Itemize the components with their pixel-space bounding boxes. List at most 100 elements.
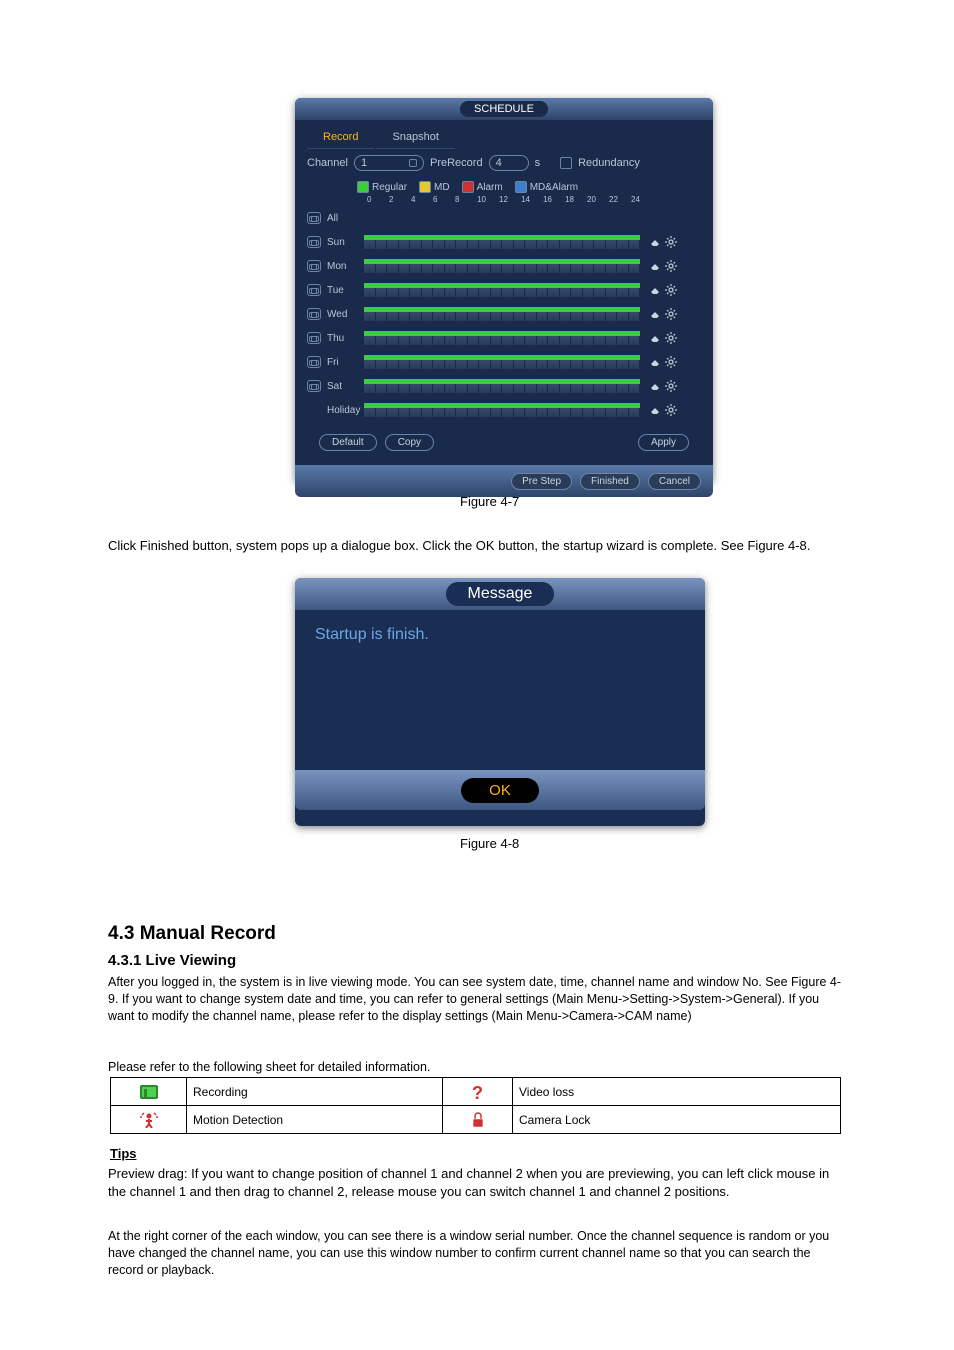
timeline-fill-regular	[364, 331, 640, 336]
timeline-track[interactable]	[363, 234, 641, 250]
default-button[interactable]: Default	[319, 434, 377, 451]
eraser-icon[interactable]	[649, 260, 661, 272]
hour-tick: 0	[367, 195, 389, 204]
hour-tick: 16	[543, 195, 565, 204]
section-para1: After you logged in, the system is in li…	[108, 974, 848, 1025]
table-cell-icon: ?	[443, 1078, 513, 1106]
md-checkbox[interactable]	[419, 181, 431, 193]
eraser-icon[interactable]	[649, 308, 661, 320]
day-row-fri: Fri	[307, 350, 701, 374]
tips-text: Preview drag: If you want to change posi…	[108, 1165, 848, 1201]
link-icon[interactable]	[307, 332, 321, 344]
prerecord-value: 4	[496, 157, 502, 169]
message-body: Startup is finish.	[295, 610, 705, 770]
link-icon[interactable]	[307, 212, 321, 224]
eraser-icon[interactable]	[649, 404, 661, 416]
day-row-wed: Wed	[307, 302, 701, 326]
timeline-fill-regular	[364, 403, 640, 408]
eraser-icon[interactable]	[649, 236, 661, 248]
figure-4-8-label: Figure 4-8	[460, 836, 519, 851]
hour-tick: 8	[455, 195, 477, 204]
regular-checkbox[interactable]	[357, 181, 369, 193]
subsection-heading: 4.3.1 Live Viewing	[108, 952, 236, 969]
lock-icon	[471, 1112, 485, 1128]
chevron-down-icon	[409, 159, 417, 167]
eraser-icon[interactable]	[649, 356, 661, 368]
timeline-track[interactable]	[363, 306, 641, 322]
eraser-icon[interactable]	[649, 284, 661, 296]
alarm-checkbox[interactable]	[462, 181, 474, 193]
note-line: Please refer to the following sheet for …	[108, 1060, 430, 1074]
gear-icon[interactable]	[665, 380, 677, 392]
table-cell-icon	[111, 1078, 187, 1106]
hour-tick: 12	[499, 195, 521, 204]
timeline-track[interactable]	[363, 354, 641, 370]
link-icon[interactable]	[307, 236, 321, 248]
timeline-track[interactable]	[363, 378, 641, 394]
timeline-track[interactable]	[363, 330, 641, 346]
link-icon[interactable]	[307, 260, 321, 272]
legend-mdalarm: MD&Alarm	[530, 182, 578, 193]
timeline-fill-regular	[364, 235, 640, 240]
hours-row: 024681012141618202224	[367, 195, 701, 204]
table-cell-meaning: Recording	[187, 1078, 443, 1106]
timeline-track[interactable]	[363, 258, 641, 274]
message-dialog: Message Startup is finish. OK	[295, 578, 705, 826]
prerecord-input[interactable]: 4	[489, 155, 529, 171]
link-icon[interactable]	[307, 356, 321, 368]
timeline-fill-regular	[364, 379, 640, 384]
link-icon[interactable]	[307, 284, 321, 296]
redundancy-label: Redundancy	[578, 157, 640, 169]
table-cell-icon	[111, 1106, 187, 1134]
mdalarm-checkbox[interactable]	[515, 181, 527, 193]
section-para2: At the right corner of the each window, …	[108, 1228, 848, 1279]
day-label: All	[327, 213, 363, 224]
tab-snapshot[interactable]: Snapshot	[376, 128, 454, 149]
ok-button[interactable]: OK	[461, 778, 539, 803]
prerecord-unit: s	[535, 157, 541, 169]
table-cell-icon	[443, 1106, 513, 1134]
config-row: Channel 1 PreRecord 4 s Redundancy	[307, 155, 701, 171]
message-title: Message	[446, 582, 555, 606]
apply-button[interactable]: Apply	[638, 434, 689, 451]
gear-icon[interactable]	[665, 260, 677, 272]
legend-md: MD	[434, 182, 450, 193]
day-row-sun: Sun	[307, 230, 701, 254]
gear-icon[interactable]	[665, 356, 677, 368]
tab-record[interactable]: Record	[307, 128, 374, 149]
schedule-titlebar: SCHEDULE	[295, 98, 713, 120]
link-icon[interactable]	[307, 308, 321, 320]
schedule-title: SCHEDULE	[460, 101, 548, 117]
timeline-fill-regular	[364, 259, 640, 264]
day-label: Mon	[327, 261, 363, 272]
legend-regular: Regular	[372, 182, 407, 193]
message-footer: OK	[295, 770, 705, 810]
question-icon: ?	[471, 1083, 485, 1101]
gear-icon[interactable]	[665, 236, 677, 248]
icon-meaning-table: Recording ? Video loss Motion Detection …	[110, 1077, 841, 1134]
gear-icon[interactable]	[665, 308, 677, 320]
eraser-icon[interactable]	[649, 380, 661, 392]
finished-button[interactable]: Finished	[580, 473, 640, 490]
channel-dropdown[interactable]: 1	[354, 155, 424, 171]
gear-icon[interactable]	[665, 332, 677, 344]
redundancy-checkbox[interactable]	[560, 157, 572, 169]
prestep-button[interactable]: Pre Step	[511, 473, 572, 490]
copy-button[interactable]: Copy	[385, 434, 434, 451]
timeline-track[interactable]	[363, 402, 641, 418]
timeline-fill-regular	[364, 355, 640, 360]
gear-icon[interactable]	[665, 284, 677, 296]
channel-label: Channel	[307, 157, 348, 169]
day-label: Wed	[327, 309, 363, 320]
section-heading: 4.3 Manual Record	[108, 923, 276, 945]
day-label: Sun	[327, 237, 363, 248]
timeline-track[interactable]	[363, 282, 641, 298]
cancel-button[interactable]: Cancel	[648, 473, 701, 490]
schedule-footer: Pre Step Finished Cancel	[295, 465, 713, 497]
schedule-window: SCHEDULE Record Snapshot Channel 1 PreRe…	[295, 98, 713, 482]
link-icon[interactable]	[307, 380, 321, 392]
eraser-icon[interactable]	[649, 332, 661, 344]
day-row-holiday: Holiday	[307, 398, 701, 422]
gear-icon[interactable]	[665, 404, 677, 416]
day-label: Fri	[327, 357, 363, 368]
